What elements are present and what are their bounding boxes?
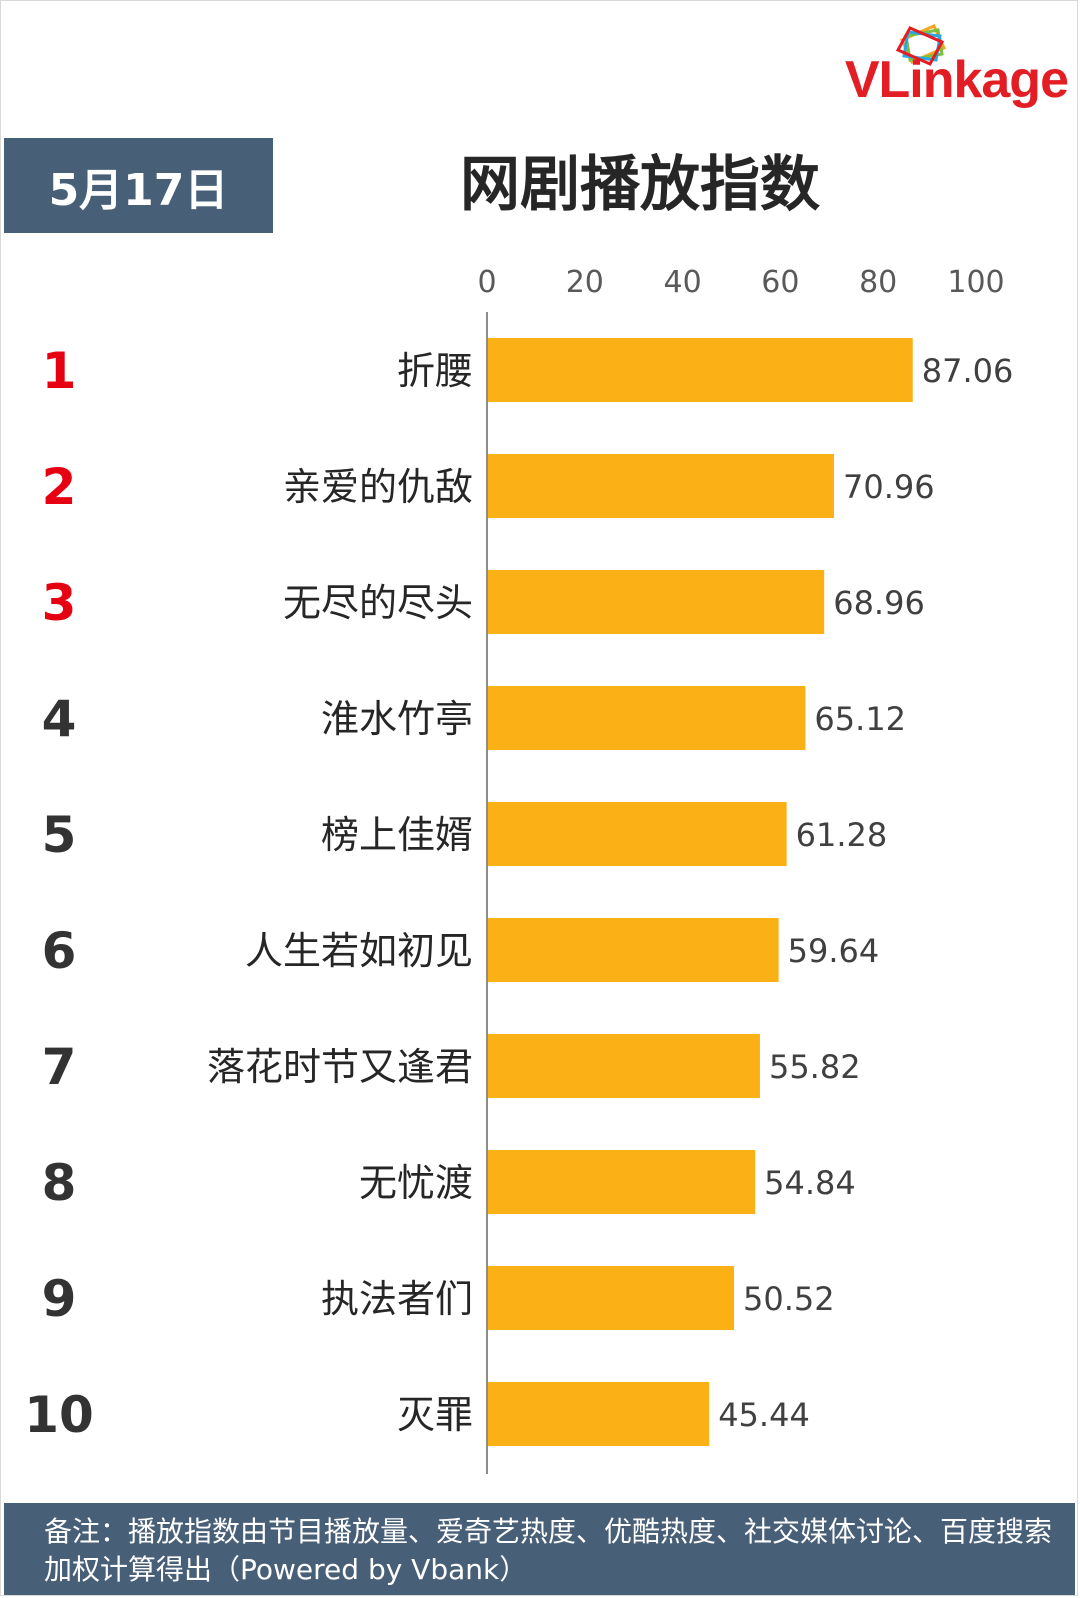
category-label: 人生若如初见 — [245, 929, 473, 973]
date-badge: 5月17日 — [4, 138, 273, 233]
rank-number: 3 — [42, 574, 77, 632]
x-tick-label: 20 — [566, 265, 604, 300]
bar — [488, 918, 779, 982]
footer-note: 备注：播放指数由节目播放量、爱奇艺热度、优酷热度、社交媒体讨论、百度搜索加权计算… — [4, 1503, 1075, 1595]
x-tick-label: 0 — [477, 265, 496, 300]
x-tick-label: 60 — [761, 265, 799, 300]
data-label: 50.52 — [743, 1280, 835, 1318]
data-label: 45.44 — [718, 1396, 810, 1434]
category-label: 榜上佳婿 — [321, 813, 473, 857]
bar-chart: 0 20 40 60 80 100 1 折腰 87.06 2 亲爱的仇敌 70.96 3 无尽的尽头 68.… — [24, 265, 1014, 1474]
data-label: 54.84 — [764, 1164, 856, 1202]
bar — [488, 338, 913, 402]
page-title: 网剧播放指数 — [460, 150, 820, 220]
bar — [488, 1034, 760, 1098]
bar — [488, 454, 834, 518]
rank-number: 6 — [42, 922, 77, 980]
category-label: 灭罪 — [397, 1393, 473, 1437]
rank-number: 10 — [24, 1386, 94, 1444]
bar — [488, 802, 787, 866]
category-label: 无尽的尽头 — [283, 581, 473, 625]
category-label: 落花时节又逢君 — [207, 1045, 473, 1089]
data-label: 68.96 — [833, 584, 925, 622]
bar — [488, 1266, 735, 1330]
vlinkage-logo: VLinkage — [808, 20, 1069, 120]
data-label: 59.64 — [788, 932, 880, 970]
data-label: 61.28 — [796, 816, 888, 854]
rank-number: 9 — [42, 1270, 77, 1328]
bar — [488, 1150, 756, 1214]
data-label: 65.12 — [814, 700, 906, 738]
rank-number: 4 — [42, 690, 77, 748]
rank-number: 2 — [42, 458, 77, 516]
category-label: 折腰 — [397, 349, 473, 393]
x-tick-label: 100 — [947, 265, 1004, 300]
data-label: 70.96 — [843, 468, 935, 506]
category-label: 无忧渡 — [359, 1161, 473, 1205]
x-tick-label: 40 — [664, 265, 702, 300]
logo-wordmark: VLinkage — [844, 51, 1069, 109]
rank-number: 5 — [42, 806, 77, 864]
x-tick-label: 80 — [859, 265, 897, 300]
bar — [488, 686, 806, 750]
category-label: 执法者们 — [321, 1277, 473, 1321]
category-label: 亲爱的仇敌 — [283, 465, 473, 509]
bar — [488, 1382, 710, 1446]
logo-frames-icon — [895, 24, 946, 66]
category-label: 淮水竹亭 — [321, 697, 473, 741]
rank-number: 1 — [42, 342, 77, 400]
data-label: 55.82 — [769, 1048, 861, 1086]
rank-number: 7 — [42, 1038, 77, 1096]
rank-number: 8 — [42, 1154, 77, 1212]
data-label: 87.06 — [922, 352, 1014, 390]
bar — [488, 570, 825, 634]
